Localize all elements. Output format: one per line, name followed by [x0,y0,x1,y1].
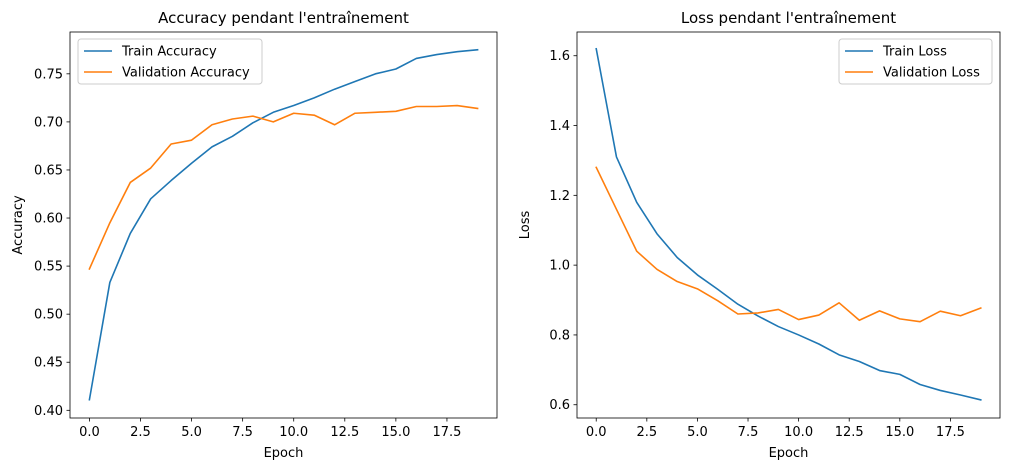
axes-frame [576,31,1001,419]
x-tick-label: 12.5 [330,425,359,440]
x-tick-label: 10.0 [279,425,308,440]
y-tick-label: 0.55 [34,260,63,275]
x-tick-label: 5.0 [687,425,708,440]
x-tick-label: 2.5 [130,425,151,440]
y-tick-label: 0.45 [34,356,63,371]
y-tick-label: 0.70 [34,115,63,130]
x-tick-label: 12.5 [835,425,864,440]
chart-title: Accuracy pendant l'entraînement [158,9,409,27]
chart-title: Loss pendant l'entraînement [681,9,896,27]
legend: Train Loss Validation Loss [838,38,993,85]
legend-label: Validation Loss [883,66,980,81]
x-tick-label: 10.0 [784,425,813,440]
legend: Train Accuracy Validation Accuracy [77,38,263,85]
legend-label: Train Accuracy [121,45,217,60]
x-tick-label: 0.0 [79,425,100,440]
y-tick-label: 0.65 [34,163,63,178]
x-tick-label: 15.0 [381,425,410,440]
y-tick-label: 1.0 [549,259,570,274]
series-line-train-loss [595,47,982,401]
accuracy-chart: Accuracy pendant l'entraînement Epoch Ac… [11,9,498,461]
x-tick-label: 5.0 [181,425,202,440]
x-tick-label: 2.5 [636,425,657,440]
y-tick-label: 0.40 [34,404,63,419]
legend-box [77,38,263,85]
legend-label: Train Loss [882,45,947,60]
series-line-validation-loss [595,166,982,323]
x-tick-label: 0.0 [586,425,607,440]
series-line-train-accuracy [88,48,479,401]
y-tick-label: 0.8 [549,328,570,343]
x-tick-label: 17.5 [432,425,461,440]
y-tick-label: 0.50 [34,308,63,323]
x-tick-label: 7.5 [232,425,253,440]
legend-label: Validation Accuracy [122,66,250,81]
y-axis-label: Loss [518,211,533,240]
y-tick-label: 1.6 [549,49,570,64]
legend-box [838,38,993,85]
y-tick-label: 1.2 [549,189,570,204]
y-axis-label: Accuracy [11,195,26,255]
axes-frame [69,31,498,419]
x-tick-label: 7.5 [738,425,759,440]
x-tick-label: 17.5 [936,425,965,440]
y-tick-label: 0.60 [34,212,63,227]
loss-chart: Loss pendant l'entraînement Epoch Loss 0… [518,9,1001,461]
y-tick-label: 0.75 [34,67,63,82]
series-line-validation-accuracy [88,104,479,271]
x-axis-label: Epoch [264,446,304,461]
x-axis-label: Epoch [769,446,809,461]
y-tick-label: 1.4 [549,119,570,134]
y-tick-label: 0.6 [549,398,570,413]
x-tick-label: 15.0 [885,425,914,440]
